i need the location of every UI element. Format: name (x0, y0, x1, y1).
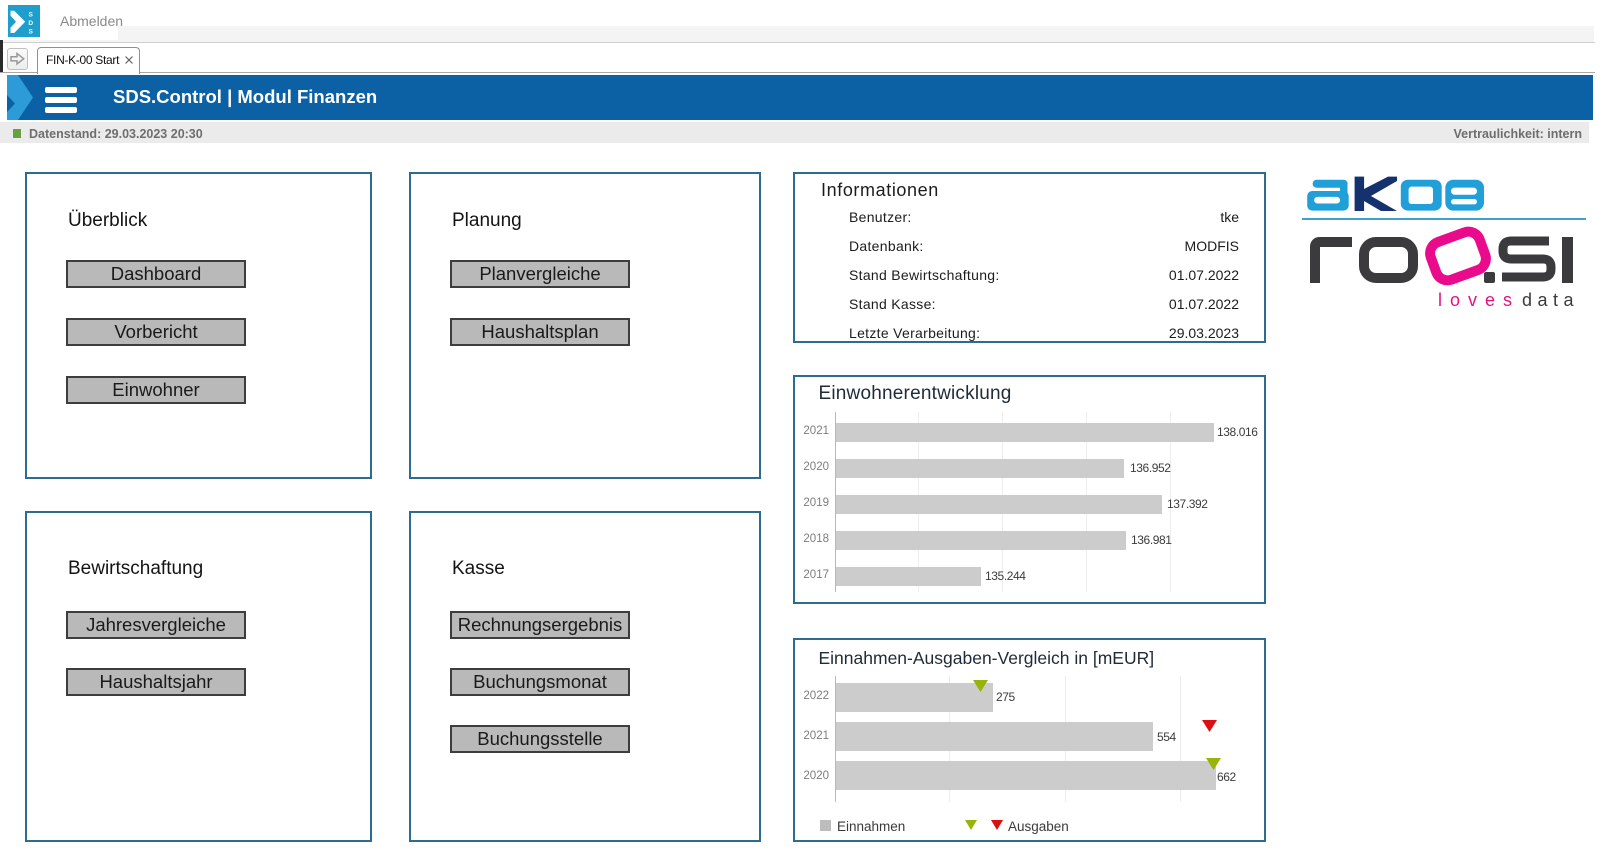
svg-text:loves: loves (1438, 290, 1520, 310)
svg-text:S: S (28, 11, 33, 18)
svg-text:S: S (28, 28, 33, 35)
svg-text:data: data (1522, 290, 1579, 310)
svg-text:D: D (28, 20, 33, 27)
